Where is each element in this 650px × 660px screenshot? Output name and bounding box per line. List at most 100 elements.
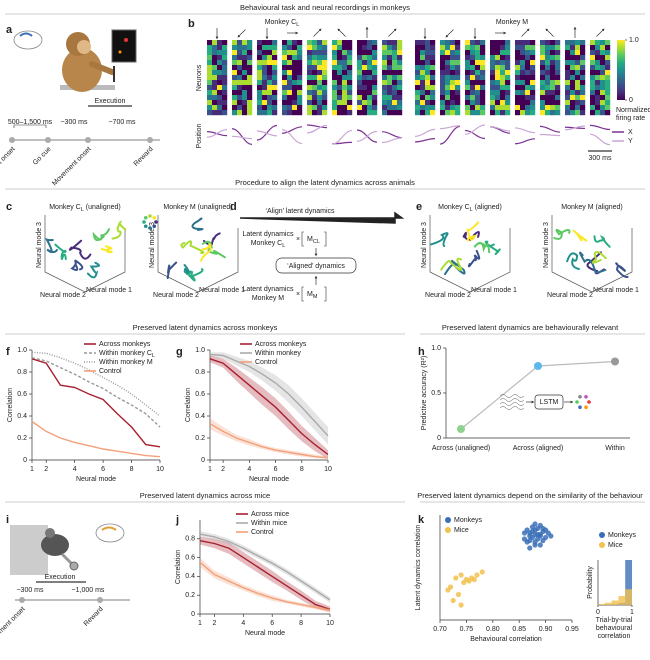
heatmap-cell: [520, 80, 526, 86]
scatter-point: [537, 542, 543, 548]
heatmap-cell: [525, 75, 531, 81]
heatmap-cell: [480, 95, 486, 101]
heatmap-cell: [347, 90, 353, 96]
heatmap-cell: [282, 110, 288, 116]
heatmap-cell: [282, 45, 288, 51]
heatmap-cell: [530, 50, 536, 56]
heatmap-cell: [372, 40, 378, 46]
heatmap-cell: [287, 60, 293, 66]
heatmap-cell: [490, 105, 496, 111]
heatmap-cell: [470, 80, 476, 86]
heatmap-cell: [470, 105, 476, 111]
heatmap-cell: [600, 75, 606, 81]
axis-label: Neural mode 2: [547, 292, 593, 299]
x-tick-label: 1: [198, 620, 202, 627]
heatmap-cell: [247, 100, 253, 106]
heatmap-cell: [337, 45, 343, 51]
heatmap-cell: [332, 60, 338, 66]
y-tick-label: 0.4: [17, 413, 27, 420]
heatmap-cell: [600, 85, 606, 91]
heatmap-cell: [317, 75, 323, 81]
heatmap-cell: [490, 100, 496, 106]
heatmap-cell: [430, 110, 436, 116]
heatmap-cell: [312, 45, 318, 51]
heatmap-cell: [430, 45, 436, 51]
event-label: Reward: [83, 606, 105, 628]
heatmap-cell: [430, 85, 436, 91]
heatmap-cell: [362, 40, 368, 46]
heatmap-cell: [600, 50, 606, 56]
heatmap-cell: [550, 75, 556, 81]
execution-label: Execution: [45, 574, 76, 581]
position-trace: [306, 124, 328, 134]
heatmap-cell: [292, 90, 298, 96]
heatmap-cell: [312, 65, 318, 71]
y-tick-label: 0: [23, 457, 27, 464]
heatmap-cell: [332, 110, 338, 116]
heatmap-cell: [312, 95, 318, 101]
heatmap-cell: [470, 65, 476, 71]
heatmap-cell: [242, 55, 248, 61]
heatmap-cell: [500, 40, 506, 46]
heatmap-cell: [292, 65, 298, 71]
heatmap-cell: [392, 110, 398, 116]
heatmap-cell: [217, 110, 223, 116]
event-dot: [19, 597, 25, 603]
x-tick-label: 0.90: [539, 626, 553, 633]
legend-label-part: Across monkeys: [255, 341, 307, 348]
heatmap-cell: [420, 95, 426, 101]
heatmap-cell: [207, 40, 213, 46]
position-trace: [539, 133, 561, 137]
heatmap-cell: [475, 95, 481, 101]
matrix-label: Latent dynamics: [243, 286, 294, 293]
series-line: [199, 561, 331, 611]
heatmap-cell: [337, 100, 343, 106]
align-title: ‘Align’ latent dynamics: [266, 208, 335, 215]
heatmap-cell: [520, 45, 526, 51]
heatmap-cell: [367, 105, 373, 111]
heatmap-cell: [297, 75, 303, 81]
heatmap-cell: [465, 100, 471, 106]
heatmap-cell: [332, 85, 338, 91]
heatmap-cell: [565, 90, 571, 96]
heatmap-cell: [580, 50, 586, 56]
heatmap-cell: [287, 85, 293, 91]
heatmap-cell: [555, 90, 561, 96]
confidence-band: [210, 418, 328, 459]
heatmap-cell: [272, 65, 278, 71]
heatmap-cell: [242, 60, 248, 66]
heatmap-cell: [545, 85, 551, 91]
heatmap-cell: [337, 95, 343, 101]
heatmap-cell: [222, 45, 228, 51]
heatmap-cell: [342, 100, 348, 106]
heatmap-cell: [287, 55, 293, 61]
heatmap-cell: [595, 85, 601, 91]
heatmap-cell: [257, 55, 263, 61]
heatmap-cell: [430, 80, 436, 86]
heatmap-cell: [347, 105, 353, 111]
heatmap-cell: [440, 50, 446, 56]
plot-title-part: L: [470, 207, 473, 213]
latent-trajectory: [180, 240, 205, 255]
heatmap-cell: [317, 55, 323, 61]
heatmap-cell: [257, 95, 263, 101]
latent-trajectory: [166, 261, 178, 280]
heatmap-cell: [237, 70, 243, 76]
heatmap-cell: [500, 110, 506, 116]
heatmap-cell: [515, 80, 521, 86]
heatmap-cell: [555, 50, 561, 56]
x-tick-label: 0.85: [512, 626, 526, 633]
heatmap-cell: [292, 45, 298, 51]
y-axis-label: Correlation: [185, 388, 192, 422]
heatmap-cell: [362, 85, 368, 91]
heatmap-cell: [445, 85, 451, 91]
heatmap-cell: [455, 50, 461, 56]
heatmap-cell: [555, 95, 561, 101]
heatmap-cell: [580, 95, 586, 101]
latent-trajectory: [54, 243, 67, 260]
heatmap-cell: [525, 45, 531, 51]
heatmap-cell: [387, 60, 393, 66]
heatmap-cell: [470, 100, 476, 106]
heatmap-cell: [212, 40, 218, 46]
heatmap-cell: [317, 90, 323, 96]
